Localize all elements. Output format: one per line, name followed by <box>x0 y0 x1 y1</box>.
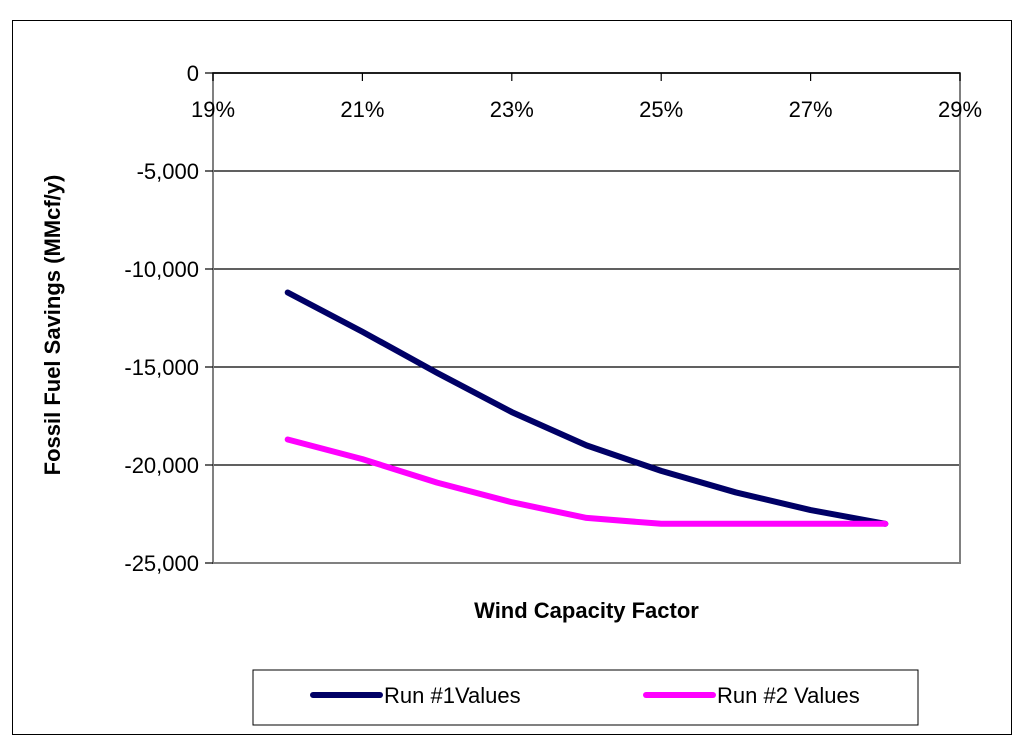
x-axis-title: Wind Capacity Factor <box>474 598 699 623</box>
chart-frame <box>12 20 1012 735</box>
y-axis-title: Fossil Fuel Savings (MMcf/y) <box>40 175 65 476</box>
y-tick-label-2: -10,000 <box>124 257 199 282</box>
y-tick-label-0: 0 <box>187 61 199 86</box>
plot-area <box>212 72 961 564</box>
x-tick-label-2: 23% <box>490 97 534 122</box>
y-tick-label-1: -5,000 <box>137 159 199 184</box>
y-tick-label-5: -25,000 <box>124 551 199 576</box>
x-tick-label-4: 27% <box>789 97 833 122</box>
x-tick-label-1: 21% <box>340 97 384 122</box>
gridlines <box>213 170 960 466</box>
series-lines <box>284 289 889 527</box>
y-tick-label-3: -15,000 <box>124 355 199 380</box>
legend-label-run-2: Run #2 Values <box>717 683 860 708</box>
x-tick-label-0: 19% <box>191 97 235 122</box>
y-axis: 0 -5,000 -10,000 -15,000 -20,000 -25,000 <box>124 61 213 576</box>
x-tick-label-5: 29% <box>938 97 982 122</box>
series-line-run-2 <box>284 436 889 527</box>
series-line-run-1 <box>284 289 889 527</box>
legend: Run #1Values Run #2 Values <box>252 669 919 726</box>
x-axis-labels: 19% 21% 23% 25% 27% 29% <box>191 73 982 122</box>
legend-label-run-1: Run #1Values <box>384 683 521 708</box>
x-tick-label-3: 25% <box>639 97 683 122</box>
y-tick-label-4: -20,000 <box>124 453 199 478</box>
